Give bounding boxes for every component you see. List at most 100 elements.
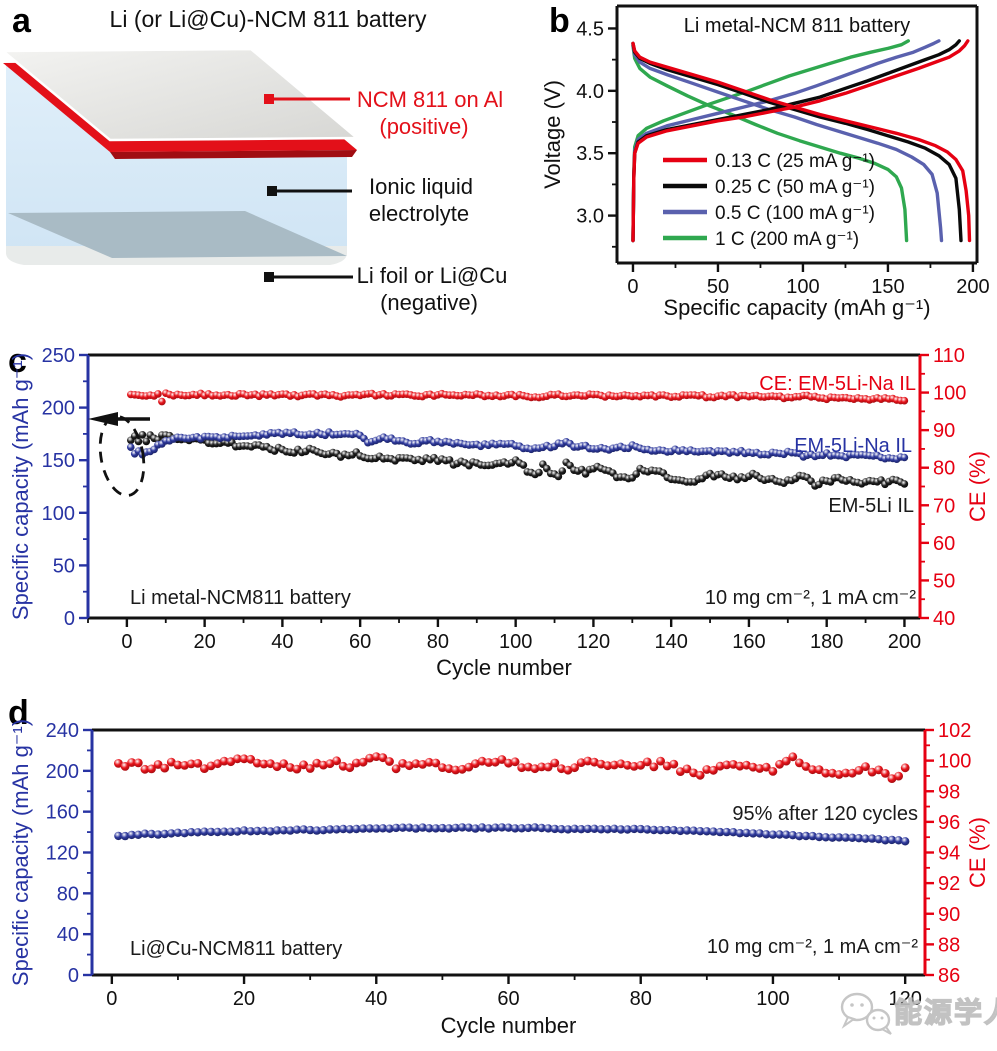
svg-text:60: 60: [497, 988, 519, 1010]
panel-a-title: Li (or Li@Cu)-NCM 811 battery: [110, 6, 427, 32]
svg-text:50: 50: [53, 555, 75, 577]
svg-text:200: 200: [46, 761, 79, 783]
svg-text:100: 100: [499, 631, 532, 653]
chart-title: Li metal-NCM 811 battery: [684, 15, 910, 37]
svg-text:50: 50: [707, 276, 729, 298]
chart-cycling-li-cu: 0 20 40 60 80 100 120 Cycle number 0 40 80 120 160 20…: [8, 719, 990, 1038]
series-capacity-EM-5Li-IL: [127, 431, 909, 490]
svg-text:180: 180: [810, 631, 843, 653]
svg-text:80: 80: [933, 458, 955, 480]
al-top-plate: [0, 47, 361, 142]
axes: 0 20 40 60 80 100 120 Cycle number 0 40 80 120 160 20…: [8, 719, 990, 1038]
svg-text:80: 80: [427, 631, 449, 653]
cathode-label-line1: NCM 811 on Al: [357, 87, 503, 112]
activation-ellipse: [98, 415, 146, 497]
svg-text:200: 200: [42, 398, 75, 420]
svg-text:40: 40: [365, 988, 387, 1010]
annotation: CE: EM-5Li-Na IL: [759, 373, 916, 395]
annotation: 95% after 120 cycles: [732, 803, 918, 825]
svg-text:100: 100: [756, 988, 789, 1010]
wechat-icon: [840, 992, 892, 1035]
annotation: EM-5Li IL: [828, 495, 914, 517]
anode-label-line2: (negative): [380, 290, 478, 315]
panel-label-a: a: [12, 2, 31, 40]
watermark-text: 能源学人: [894, 996, 997, 1028]
series-discharge-013C: [631, 41, 972, 243]
svg-text:120: 120: [888, 988, 921, 1010]
panel-label-d: d: [8, 694, 29, 732]
svg-text:40: 40: [933, 608, 955, 630]
legend: 0.13 C (25 mA g⁻¹) 0.25 C (50 mA g⁻¹) 0.5 …: [663, 151, 875, 250]
axes: 0 50 100 150 200 Specific capacity (mAh g⁻¹) 3…: [540, 4, 990, 320]
svg-text:92: 92: [938, 873, 960, 895]
cathode-label-line2: (positive): [379, 114, 468, 139]
svg-text:0: 0: [627, 276, 638, 298]
svg-text:80: 80: [630, 988, 652, 1010]
svg-text:CE (%): CE (%): [965, 451, 990, 522]
svg-text:Voltage (V): Voltage (V): [540, 80, 565, 189]
cathode-red-shadow: [110, 150, 357, 159]
electrolyte-label-line2: electrolyte: [369, 201, 469, 226]
panel-label-c: c: [8, 342, 27, 380]
svg-text:70: 70: [933, 495, 955, 517]
svg-text:0: 0: [68, 965, 79, 987]
svg-text:Cycle number: Cycle number: [441, 1013, 577, 1038]
svg-text:100: 100: [42, 503, 75, 525]
svg-text:90: 90: [933, 420, 955, 442]
svg-text:160: 160: [732, 631, 765, 653]
svg-text:40: 40: [271, 631, 293, 653]
svg-text:3.5: 3.5: [576, 143, 604, 165]
series-capacity-LiCu: [114, 823, 910, 846]
svg-text:80: 80: [57, 883, 79, 905]
svg-text:120: 120: [46, 843, 79, 865]
svg-text:110: 110: [933, 345, 965, 367]
legend-label: 0.13 C (25 mA g⁻¹): [715, 151, 875, 172]
svg-text:4.5: 4.5: [576, 18, 604, 40]
anode-label-line1: Li foil or Li@Cu: [357, 263, 508, 288]
legend-label: 1 C (200 mA g⁻¹): [715, 229, 859, 250]
anode-marker: [264, 272, 274, 282]
series-ce-LiCu: [114, 752, 910, 783]
svg-text:150: 150: [42, 450, 75, 472]
svg-text:0: 0: [106, 988, 117, 1010]
svg-text:0: 0: [64, 608, 75, 630]
series-capacity-EM-5Li-Na-IL: [127, 428, 909, 463]
wechat-icon-eyes: [850, 1003, 884, 1020]
svg-text:200: 200: [888, 631, 921, 653]
svg-text:Specific capacity (mAh g⁻¹): Specific capacity (mAh g⁻¹): [8, 719, 33, 986]
series-charge-05C: [631, 39, 941, 243]
svg-text:102: 102: [938, 720, 971, 742]
svg-text:120: 120: [577, 631, 610, 653]
electrolyte-marker: [267, 186, 277, 196]
svg-text:Specific capacity (mAh g⁻¹): Specific capacity (mAh g⁻¹): [8, 353, 33, 620]
svg-text:0: 0: [121, 631, 132, 653]
series-discharge-1C: [631, 44, 909, 243]
chart-cycling-li-metal: 0 20 40 60 80 100 120 140 160 180 200 Cycle number 0…: [8, 345, 990, 680]
series-ce-EM-5Li-Na-IL: [127, 389, 909, 406]
annotation: EM-5Li-Na IL: [794, 435, 912, 457]
annotation: 10 mg cm⁻², 1 mA cm⁻²: [707, 936, 918, 958]
svg-text:100: 100: [786, 276, 819, 298]
svg-text:250: 250: [42, 345, 75, 367]
panel-a-schematic: Li (or Li@Cu)-NCM 811 battery NCM 811 on…: [0, 6, 508, 315]
svg-text:98: 98: [938, 781, 960, 803]
svg-text:88: 88: [938, 934, 960, 956]
svg-text:CE (%): CE (%): [965, 817, 990, 888]
svg-text:20: 20: [233, 988, 255, 1010]
left-axis-arrow-head: [88, 412, 118, 426]
svg-text:60: 60: [933, 533, 955, 555]
li-foil-plate: [8, 211, 347, 258]
svg-text:Specific capacity (mAh g⁻¹): Specific capacity (mAh g⁻¹): [663, 295, 930, 320]
svg-text:60: 60: [349, 631, 371, 653]
chart-voltage-profiles: 0 50 100 150 200 Specific capacity (mAh g⁻¹) 3…: [540, 4, 990, 320]
svg-text:86: 86: [938, 965, 960, 987]
svg-text:Cycle number: Cycle number: [436, 655, 572, 680]
svg-text:100: 100: [933, 383, 966, 405]
svg-text:20: 20: [194, 631, 216, 653]
svg-text:96: 96: [938, 812, 960, 834]
svg-text:140: 140: [654, 631, 687, 653]
svg-text:90: 90: [938, 904, 960, 926]
svg-text:100: 100: [938, 751, 971, 773]
svg-text:4.0: 4.0: [576, 81, 604, 103]
